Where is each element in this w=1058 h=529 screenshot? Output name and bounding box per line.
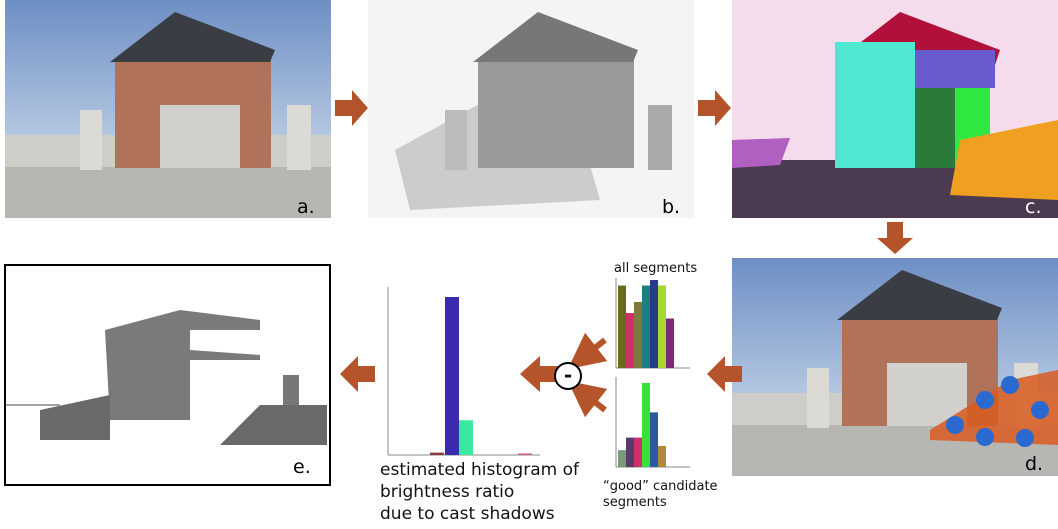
shadow-result <box>5 265 330 485</box>
arrow <box>582 392 605 410</box>
histogram-bar <box>518 453 532 455</box>
histogram-bar <box>634 302 642 368</box>
histogram-bar <box>430 453 444 455</box>
histogram-bar <box>618 450 626 467</box>
histogram-bar <box>626 438 634 467</box>
photo-a <box>5 0 331 218</box>
arrow <box>582 340 605 358</box>
panel-label: c. <box>1025 196 1042 218</box>
histogram-bar <box>459 420 473 455</box>
segmentation <box>732 0 1058 218</box>
histogram-bar <box>626 313 634 368</box>
histogram-title: brightness ratio <box>380 482 514 502</box>
histogram-bar <box>658 446 666 467</box>
histogram-bar <box>666 319 674 369</box>
histogram-title: all segments <box>614 261 697 276</box>
panel-label: d. <box>1025 453 1043 475</box>
histogram-title: due to cast shadows <box>380 504 555 524</box>
histogram-title: estimated histogram of <box>380 460 580 480</box>
operator: - <box>564 363 572 387</box>
histogram-bar <box>634 438 642 467</box>
figure: - a. b. c. d. e. all segments “good” can… <box>0 0 1058 529</box>
shading-map <box>368 0 694 218</box>
histogram-bar <box>642 383 650 467</box>
panel-label: e. <box>293 456 311 478</box>
histogram-bar <box>650 412 658 467</box>
histogram-bar <box>445 297 459 455</box>
histogram-bar <box>658 286 666 369</box>
histogram-bar <box>650 280 658 368</box>
panel-label: a. <box>297 196 315 218</box>
panel-label: b. <box>662 196 680 218</box>
photo-d <box>732 258 1058 476</box>
histogram-title: “good” candidate <box>603 479 718 494</box>
histogram-title: segments <box>603 495 667 510</box>
histogram-bar <box>642 286 650 369</box>
histogram-bar <box>618 286 626 369</box>
